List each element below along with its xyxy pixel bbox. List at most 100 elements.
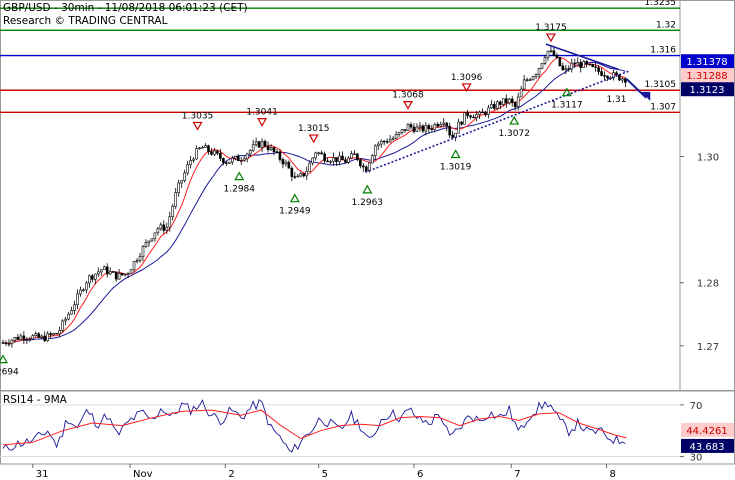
candle-body [412, 126, 416, 132]
candle-body [236, 155, 240, 161]
candle-body [475, 114, 478, 118]
candle-body [138, 256, 142, 261]
candle-body [278, 151, 282, 160]
candle-body [373, 145, 377, 156]
rsi-ma-line [2, 409, 627, 446]
candle-body [507, 98, 511, 104]
price-label-text: 1.31288 [686, 71, 727, 82]
level-label: 1.3235 [645, 0, 677, 8]
x-tick-label: 31 [36, 469, 49, 480]
candle-body [28, 338, 32, 341]
candle-body [219, 153, 222, 159]
price-label-text: 1.3123 [690, 85, 725, 96]
candle-body [192, 158, 195, 161]
candle-body [579, 62, 583, 68]
pivot-low-label: 1.3019 [440, 163, 472, 173]
pivot-high-label: 1.3035 [182, 111, 214, 121]
x-tick-label: Nov [133, 469, 153, 480]
candle-body [91, 275, 94, 280]
pivot-low-marker [509, 115, 520, 125]
candle-body [549, 50, 553, 52]
rsi-layer [0, 398, 680, 458]
rsi-value-label-box [681, 438, 734, 453]
candle-body [147, 240, 151, 243]
candle-body [573, 62, 577, 65]
candle-body [356, 153, 359, 160]
rsi-panel [0, 390, 735, 465]
projection-arrow-line [625, 78, 647, 99]
candle-body [129, 269, 133, 275]
candle-body [427, 125, 431, 130]
candle-body [457, 121, 460, 134]
candle-body [132, 261, 136, 271]
candle-body [266, 145, 270, 150]
candle-body [111, 271, 115, 273]
candle-body [436, 123, 440, 127]
candle-body [222, 158, 225, 164]
candle-body [94, 273, 97, 280]
candle-body [239, 160, 243, 162]
candle-body [248, 149, 252, 155]
candle-body [189, 160, 192, 166]
candle-body [576, 62, 580, 65]
trendlines-layer [365, 43, 651, 174]
candle-body [314, 152, 317, 159]
candle-body [58, 330, 61, 335]
candle-body [531, 76, 535, 81]
candle-body [186, 164, 189, 174]
candle-body [67, 313, 70, 320]
candle-body [204, 145, 207, 148]
candle-body [198, 147, 201, 149]
candle-body [490, 104, 493, 109]
candle-body [308, 162, 312, 172]
candle-body [311, 157, 315, 164]
candle-body [424, 125, 428, 132]
pivot-low-marker [289, 193, 300, 203]
candle-body [150, 238, 154, 242]
x-tick-label: 8 [610, 469, 616, 480]
candle-body [293, 176, 297, 178]
candle-body [305, 171, 309, 177]
candle-body [144, 242, 148, 247]
candle-body [4, 342, 8, 344]
chart-title: GBP/USD - 30min - 11/08/2018 06:01:23 (C… [3, 2, 248, 14]
rsi-line [2, 398, 626, 453]
candle-body [555, 55, 559, 58]
candle-body [61, 320, 64, 331]
candle-body [552, 50, 556, 56]
candle-body [213, 150, 216, 155]
candle-body [52, 333, 55, 336]
candle-body [430, 128, 434, 130]
pivot-high-label: 1.3015 [298, 124, 330, 134]
candle-body [400, 129, 404, 133]
candle-body [481, 111, 484, 114]
candle-body [177, 182, 180, 193]
candle-body [99, 269, 103, 273]
candle-body [403, 129, 407, 131]
candle-body [600, 71, 603, 76]
candle-body [19, 335, 23, 340]
pivot-low-marker [0, 354, 9, 364]
candle-body [317, 152, 320, 154]
candle-body [499, 101, 502, 105]
candle-body [510, 98, 514, 103]
candle-body [335, 157, 338, 163]
candle-body [64, 318, 67, 322]
projection-arrow-head [641, 91, 651, 101]
candle-body [82, 289, 85, 292]
candle-body [269, 147, 273, 150]
candle-body [120, 272, 124, 276]
candle-body [207, 145, 210, 152]
candle-body [13, 337, 17, 341]
rsi-value-label-text: 44.4261 [686, 426, 727, 437]
candle-body [561, 65, 565, 71]
candle-body [180, 180, 183, 184]
pivot-high-marker [257, 118, 268, 127]
candle-body [296, 175, 300, 178]
candle-body [415, 126, 419, 132]
pivots-layer: 1.2694 1.3035 1.2984 1.3041 1.2949 1.3015 1.29… [0, 23, 627, 378]
levels-layer: 1.3235 1.32 1.316 1.3105 1.307 [0, 0, 680, 114]
candle-body [466, 112, 469, 117]
rsi-value-label-box [681, 422, 734, 437]
candle-body [96, 271, 100, 275]
